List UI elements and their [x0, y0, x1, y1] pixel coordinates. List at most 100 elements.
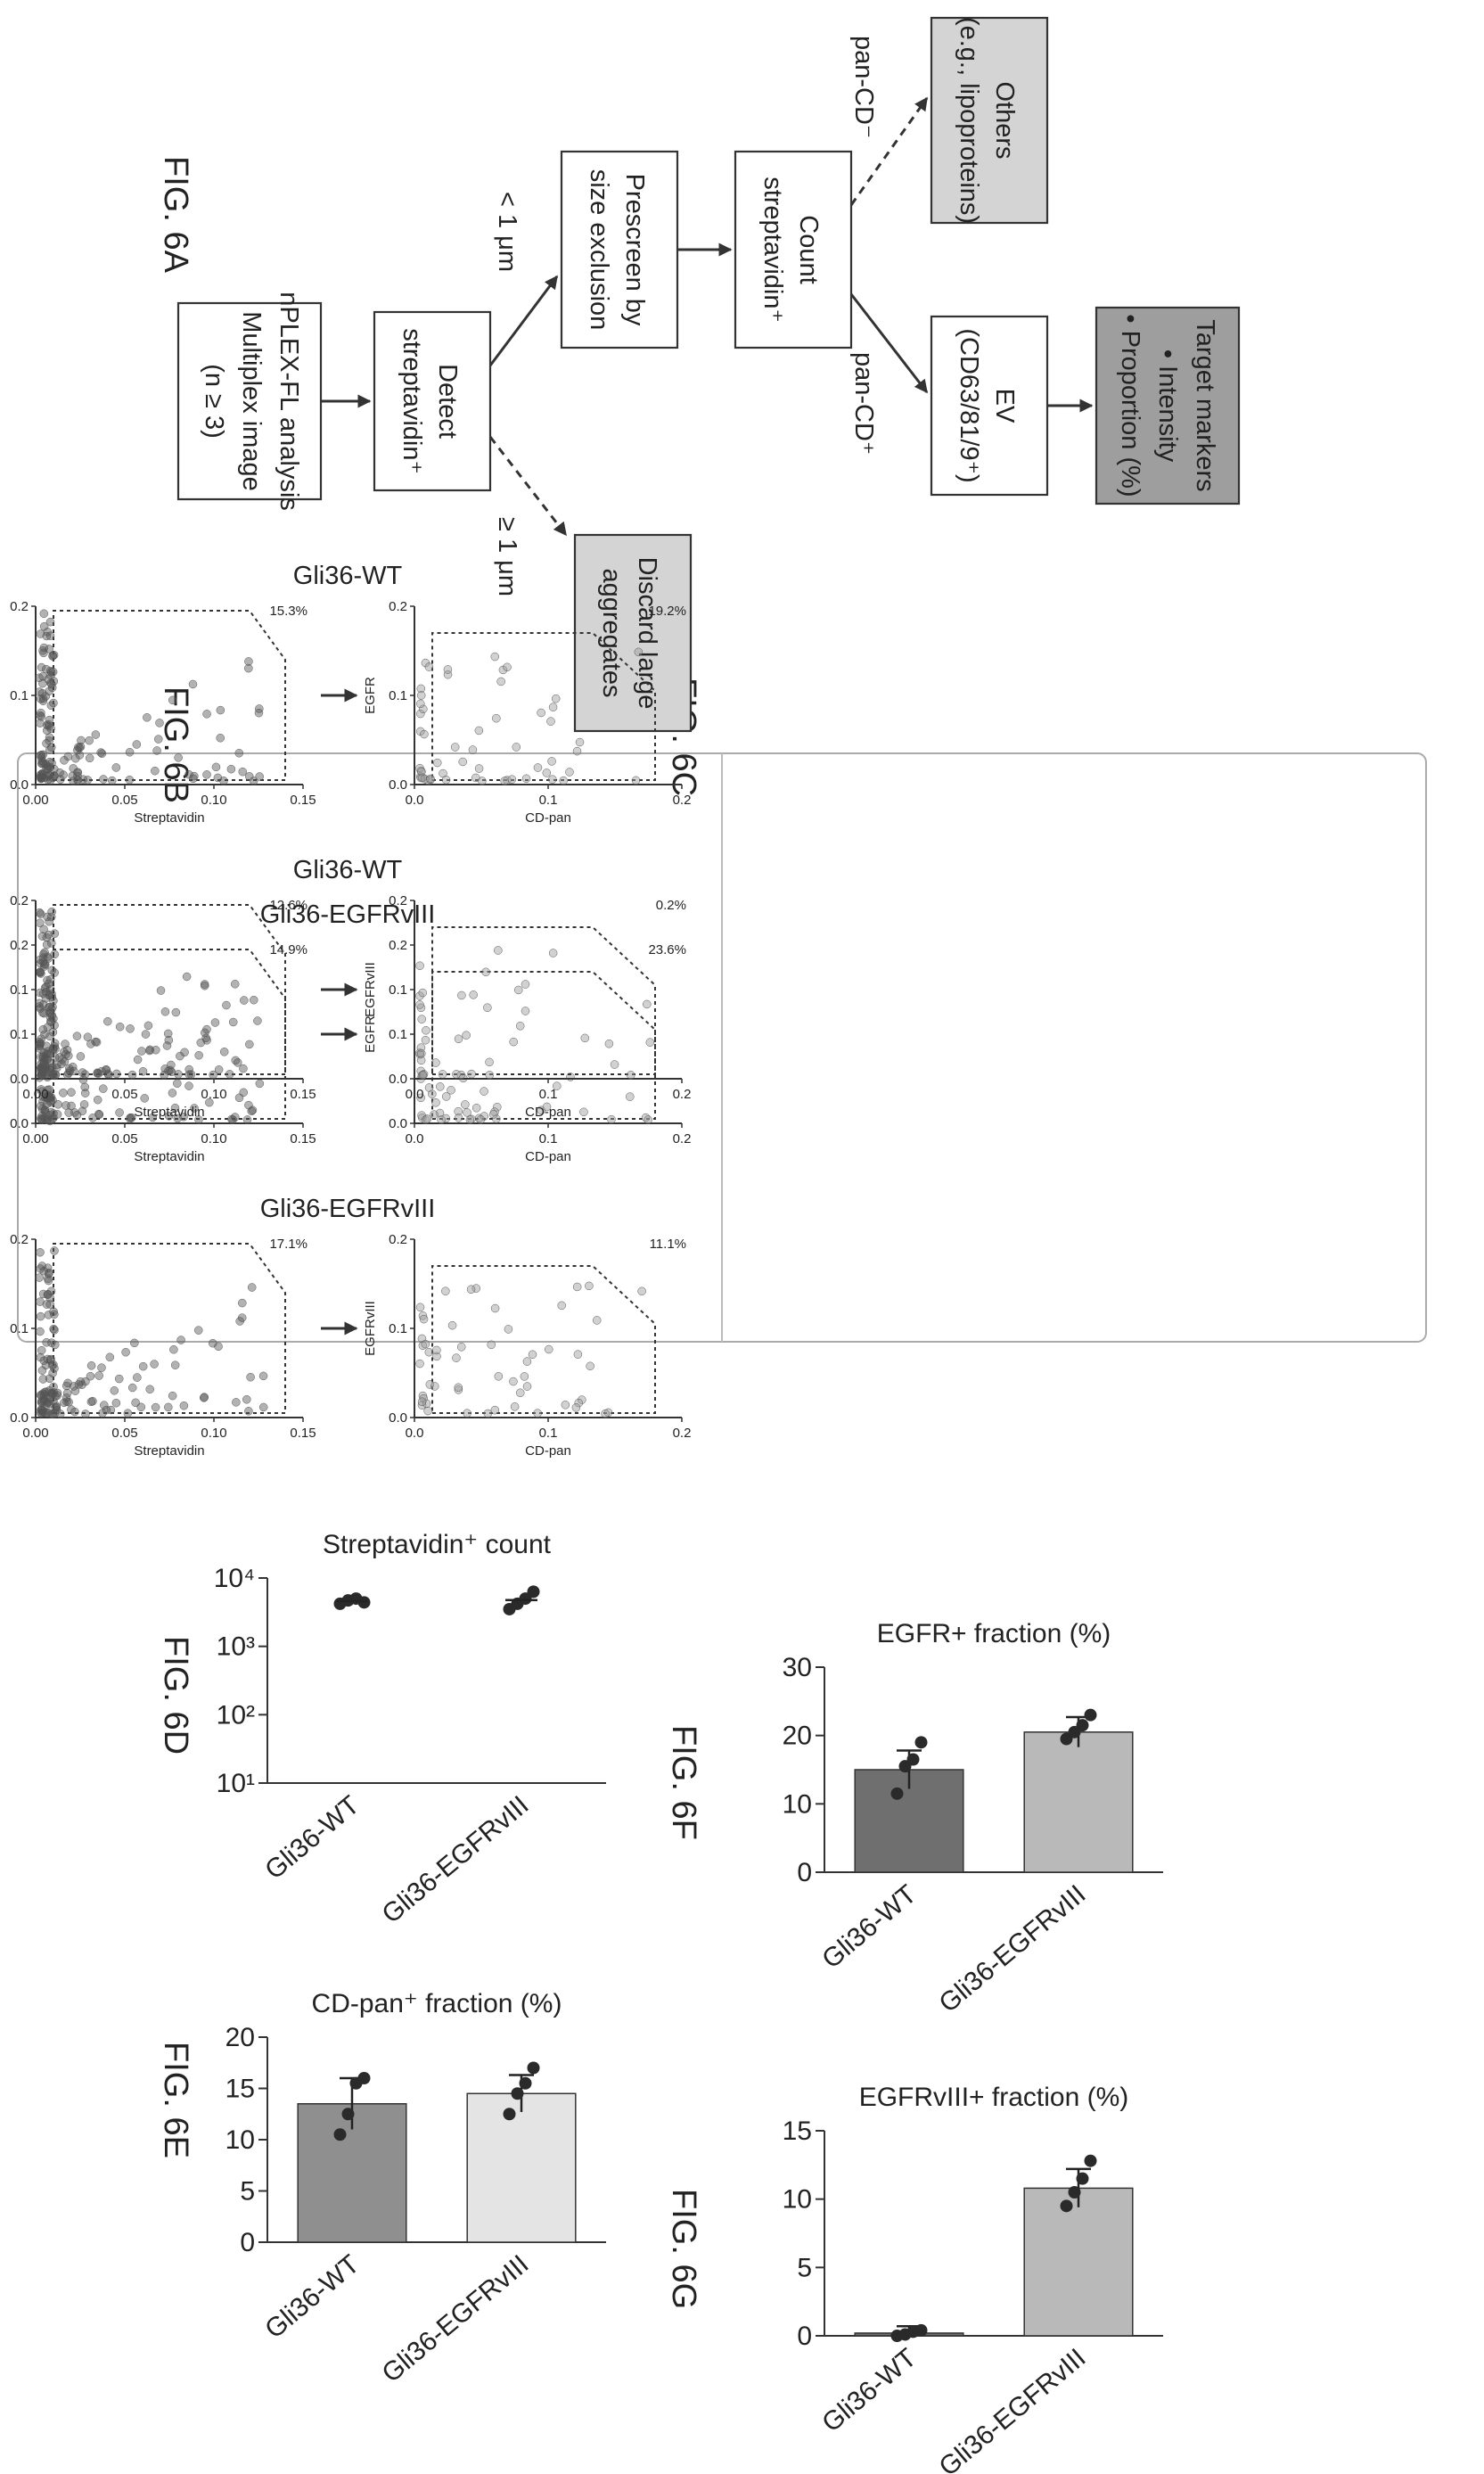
data-point: [423, 1406, 432, 1416]
data-point: [83, 1032, 93, 1041]
gate-percent: 0.2%: [656, 898, 686, 913]
x-tick-label: 0.00: [22, 1087, 48, 1102]
node-others-line1: Others: [990, 81, 1019, 159]
data-point: [53, 1099, 62, 1109]
data-point: [416, 1066, 426, 1076]
bar: [466, 2092, 577, 2243]
data-point: [551, 694, 561, 703]
edge-pan-cd-pos: pan-CD⁺: [849, 352, 878, 455]
data-point: [426, 774, 435, 784]
data-point: [94, 1069, 103, 1078]
gate-polygon: [431, 632, 656, 781]
data-point: [467, 1114, 476, 1124]
data-point: [228, 1017, 238, 1027]
data-point: [37, 1398, 46, 1407]
data-point: [430, 1110, 439, 1119]
data-point: [80, 1082, 90, 1092]
data-point: [228, 1115, 237, 1124]
data-point: [162, 1041, 172, 1050]
bar: [1023, 2187, 1134, 2337]
data-point: [36, 968, 45, 977]
data-point: [189, 774, 198, 784]
x-tick-label: 0.2: [673, 793, 692, 808]
data-point: [890, 1787, 904, 1800]
data-point: [234, 748, 244, 758]
data-point: [428, 1089, 437, 1098]
data-point: [573, 1350, 583, 1359]
data-point: [36, 1327, 45, 1336]
data-point: [143, 1021, 153, 1031]
data-point: [247, 1283, 257, 1292]
data-point: [151, 766, 160, 776]
flowchart: nPLEX-FL analysis Multiplex image (n ≥ 3…: [176, 16, 1241, 733]
node-others: [930, 16, 1049, 225]
data-point: [141, 1030, 151, 1039]
data-point: [418, 1341, 428, 1350]
data-point: [37, 1345, 46, 1355]
gate-percent: 15.3%: [269, 604, 307, 619]
data-point: [474, 726, 484, 736]
data-point: [503, 662, 512, 672]
data-point: [86, 1371, 95, 1381]
data-point: [38, 696, 48, 705]
data-point: [36, 751, 45, 760]
data-point: [50, 1246, 59, 1255]
data-point: [64, 1108, 73, 1117]
data-point: [86, 1397, 96, 1407]
chart-title: EGFR+ fraction (%): [877, 1619, 1111, 1648]
data-point: [45, 1300, 54, 1309]
fig-6d-label: FIG. 6D: [157, 1636, 194, 1755]
data-point: [490, 1405, 500, 1415]
data-point: [496, 677, 505, 686]
data-point: [547, 757, 556, 766]
data-point: [219, 1048, 229, 1056]
x-tick-label: 0.15: [290, 1087, 316, 1102]
category-label: Gli36-WT: [259, 1790, 365, 1886]
data-point: [578, 1395, 586, 1404]
data-point: [46, 743, 56, 752]
node-detect-line2: streptavidin⁺: [398, 328, 426, 474]
data-point: [40, 1071, 50, 1080]
data-point: [481, 967, 490, 977]
data-point: [108, 776, 117, 785]
data-point: [45, 1111, 54, 1120]
x-tick-label: 0.2: [673, 1131, 692, 1147]
y-tick-label: 0.0: [389, 1410, 407, 1426]
data-point: [91, 1037, 100, 1047]
data-point: [202, 1024, 211, 1034]
data-point: [457, 990, 466, 1000]
data-point: [244, 657, 253, 666]
data-point: [36, 918, 45, 927]
data-point: [63, 752, 73, 761]
data-point: [471, 1104, 481, 1113]
category-label: Gli36-EGFRvIII: [376, 1790, 534, 1929]
data-point: [78, 775, 88, 784]
data-point: [42, 631, 52, 641]
y-tick-label: 30: [783, 1653, 812, 1682]
data-point: [45, 745, 54, 754]
y-axis-label: EGFRvIII: [363, 1301, 378, 1356]
data-point: [500, 777, 509, 785]
data-point: [156, 986, 166, 995]
data-point: [99, 1084, 108, 1093]
data-point: [153, 735, 163, 744]
data-point: [542, 1102, 552, 1112]
data-point: [521, 1007, 530, 1015]
data-point: [226, 764, 236, 774]
data-point: [480, 1087, 488, 1096]
edge-lt-1um: < 1 μm: [493, 192, 521, 272]
data-point: [202, 1036, 211, 1045]
gate-polygon: [431, 971, 656, 1120]
edge-ge-1um: ≥ 1 μm: [493, 517, 521, 596]
data-point: [447, 1320, 457, 1330]
gate-percent: 19.2%: [648, 604, 686, 619]
data-point: [106, 1405, 116, 1415]
data-point: [512, 743, 521, 752]
data-point: [38, 1024, 48, 1034]
data-point: [174, 753, 183, 762]
data-point: [432, 1352, 441, 1361]
data-point: [245, 1040, 254, 1049]
data-point: [97, 1363, 106, 1372]
data-point: [436, 1082, 445, 1091]
data-point: [36, 1391, 45, 1400]
